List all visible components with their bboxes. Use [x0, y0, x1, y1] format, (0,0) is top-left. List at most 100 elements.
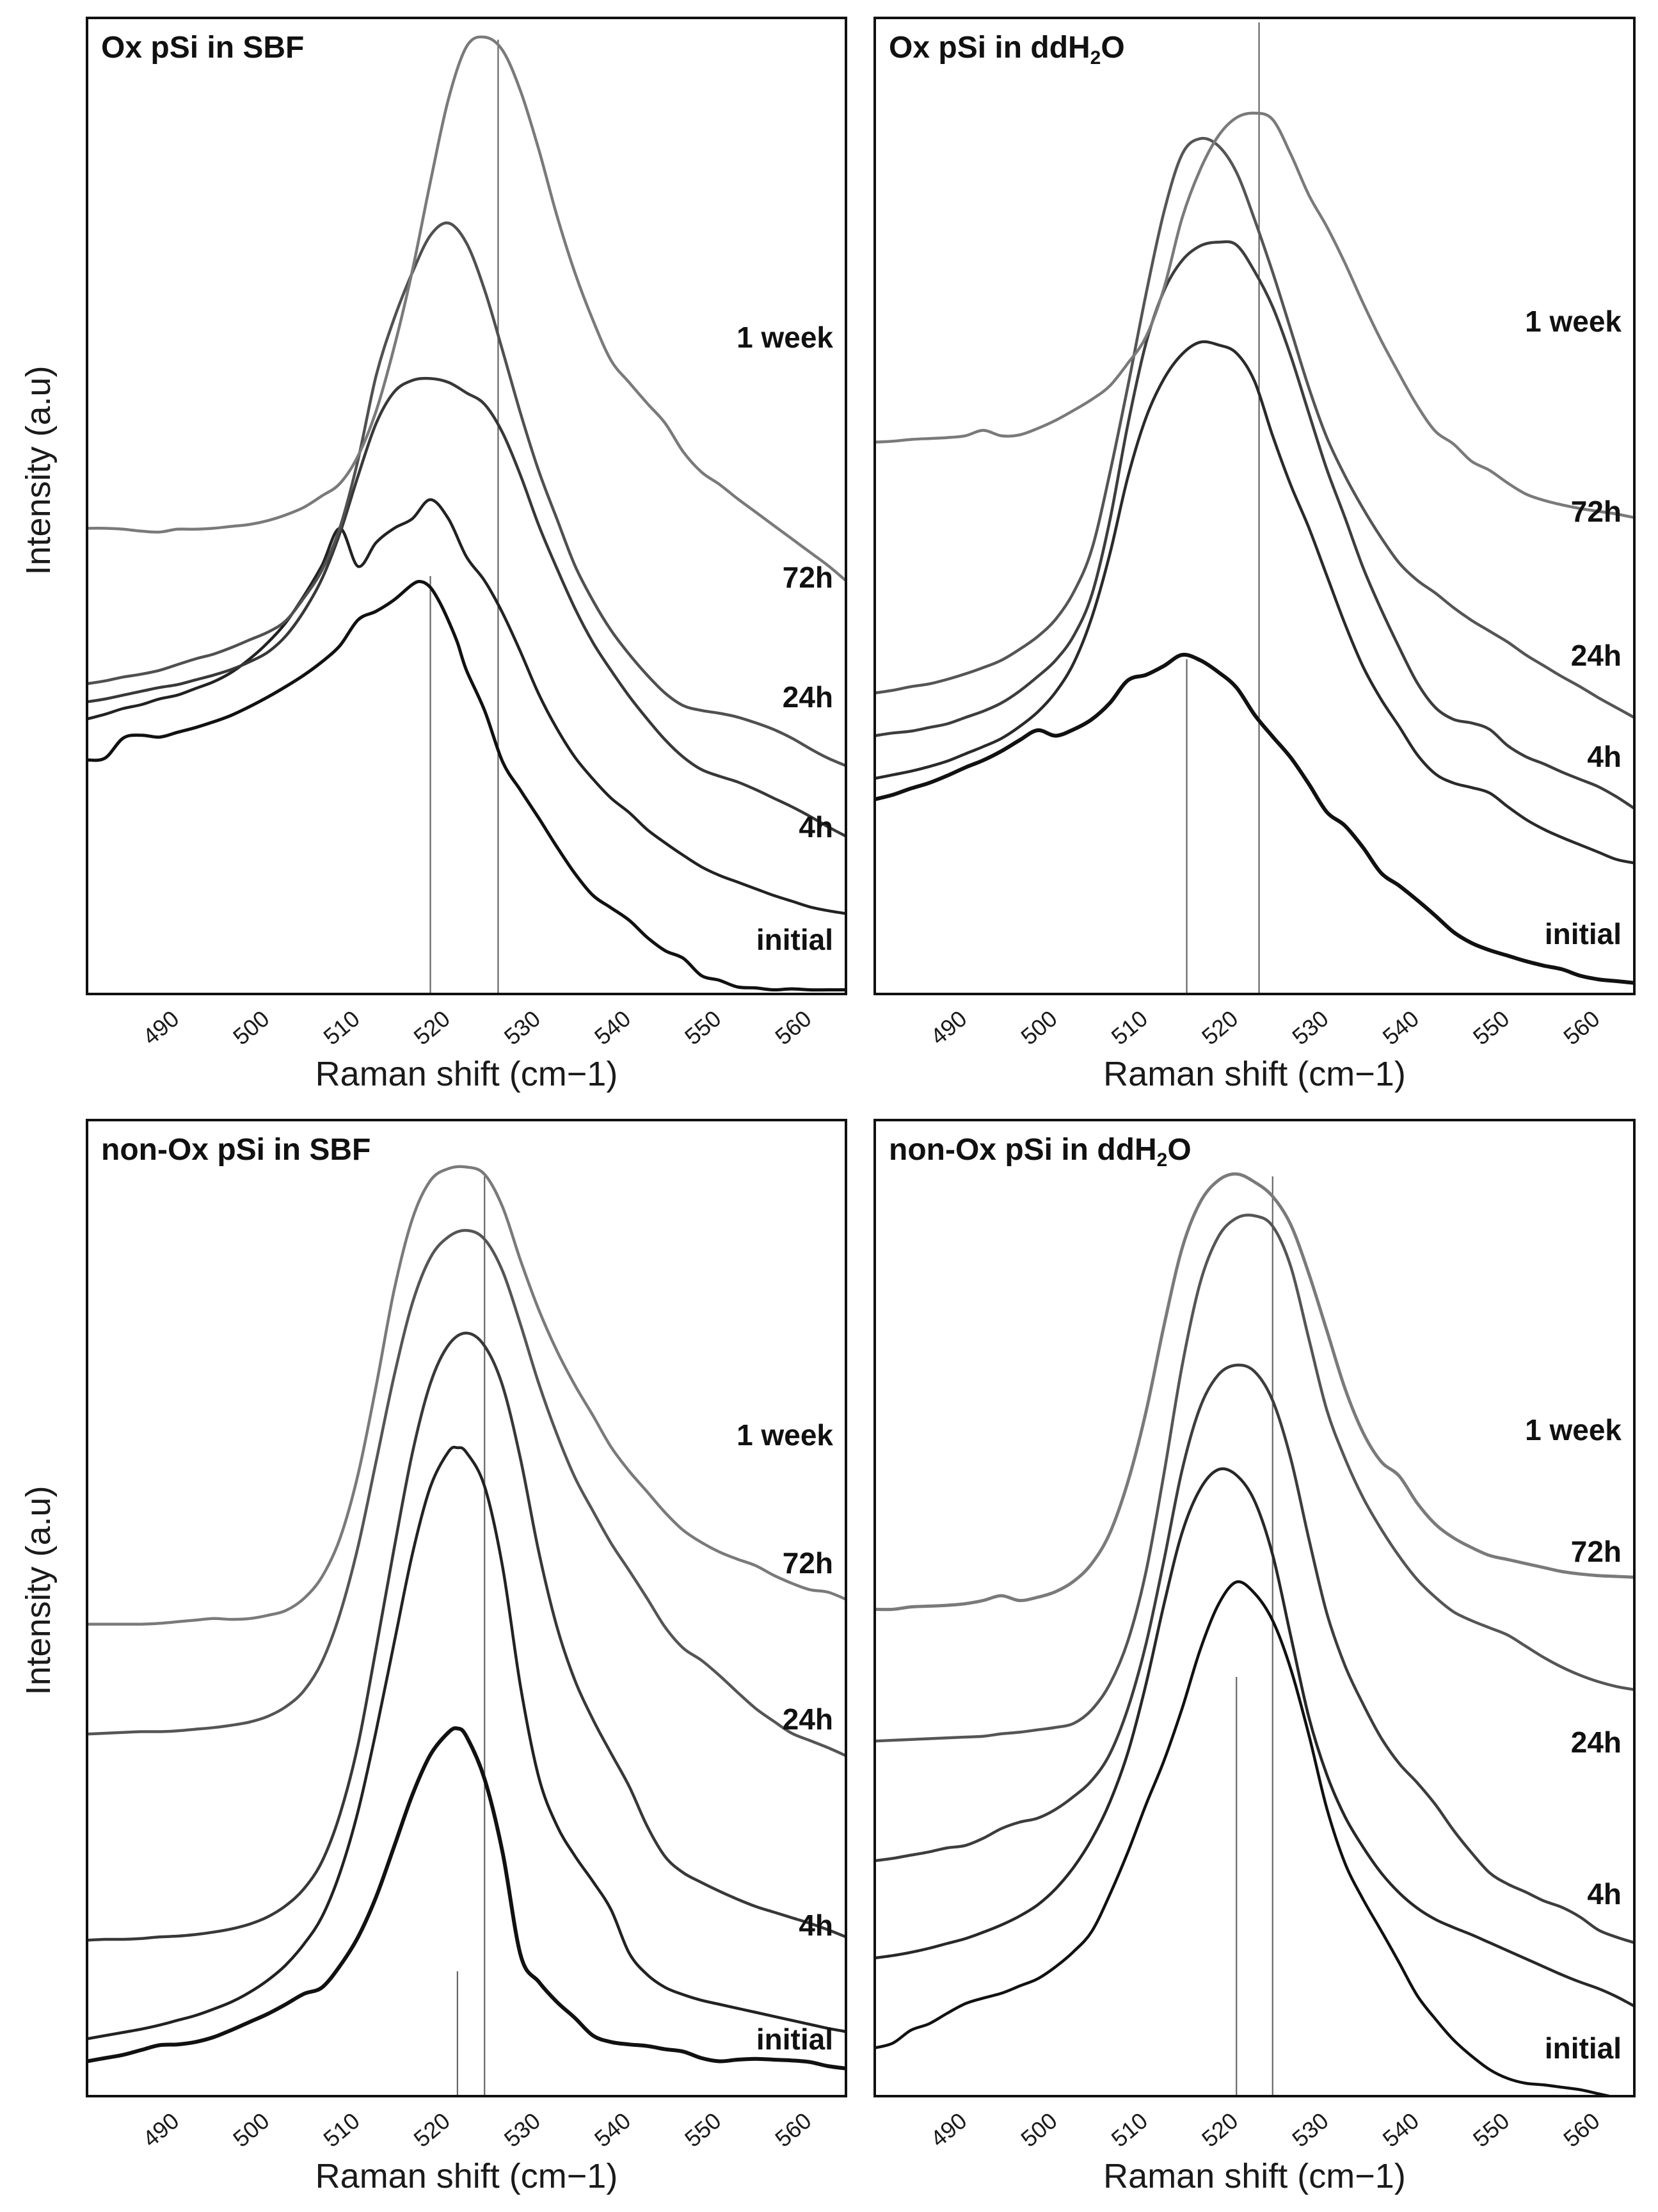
series-line-1-week: [87, 35, 846, 582]
x-tick-label: 560: [1558, 1005, 1604, 1050]
series-label: 4h: [799, 810, 833, 844]
series-label: initial: [1545, 2032, 1622, 2065]
x-tick-label: 530: [499, 1005, 545, 1050]
plot-frame: [86, 1119, 847, 2097]
x-tick-label: 490: [925, 1005, 971, 1050]
series-group: [875, 1172, 1634, 2096]
x-axis-label: Raman shift (cm−1): [315, 1055, 618, 1093]
series-label: 24h: [1571, 639, 1622, 672]
plot-frame: [873, 1119, 1636, 2097]
panel-1: initial 4h 24h 72h 1 week Ox pSi in SBF 490 500…: [86, 17, 847, 1093]
series-line-initial: [875, 652, 1634, 985]
series-label: initial: [1545, 917, 1622, 950]
series-group: [87, 1165, 846, 2071]
series-line-72h: [875, 136, 1634, 719]
x-tick-label: 520: [1197, 2107, 1243, 2152]
x-tick-label: 500: [228, 1005, 274, 1050]
y-axis-label-bottom: Intensity (a.u): [19, 1486, 58, 1695]
panel-title-main: non-Ox pSi in SBF: [101, 1133, 371, 1167]
x-tick-label: 560: [1558, 2107, 1604, 2152]
series-label: 4h: [799, 1909, 833, 1942]
series-group: [875, 111, 1634, 985]
x-tick-label: 510: [1106, 1005, 1152, 1050]
x-tick-label: 510: [318, 1005, 364, 1050]
panel-title-subscript: 2: [1090, 47, 1101, 68]
series-label: 24h: [783, 680, 833, 714]
x-tick-label: 520: [409, 1005, 455, 1050]
x-tick-label: 540: [589, 2107, 635, 2152]
x-axis-label: Raman shift (cm−1): [1103, 1055, 1406, 1093]
series-label: 72h: [1571, 1535, 1622, 1568]
series-label: 4h: [1587, 1877, 1622, 1911]
panel-2: initial 4h 24h 72h 1 week Ox pSi in ddH2O 490 5…: [873, 17, 1636, 1093]
panel-title-main: Ox pSi in ddH: [889, 31, 1090, 65]
x-tick-label: 530: [1287, 2107, 1333, 2152]
panel-title-subscript: 2: [1157, 1150, 1168, 1171]
x-tick-label: 500: [228, 2107, 274, 2152]
x-tick-label: 540: [589, 1005, 635, 1050]
x-tick-label: 520: [1197, 1005, 1243, 1050]
series-label: initial: [756, 923, 833, 956]
panel-3: initial 4h 24h 72h 1 week non-Ox pSi in SBF 49…: [86, 1119, 847, 2195]
panel-title-tail: O: [1167, 1133, 1191, 1167]
x-tick-label: 540: [1378, 1005, 1424, 1050]
series-line-4h: [875, 1467, 1634, 2008]
x-axis-label: Raman shift (cm−1): [1103, 2157, 1406, 2195]
x-tick-label: 520: [409, 2107, 455, 2152]
series-line-4h: [875, 340, 1634, 865]
x-tick-label: 490: [925, 2107, 971, 2152]
series-line-1-week: [875, 1172, 1634, 1612]
series-line-1-week: [87, 1165, 846, 1626]
series-line-24h: [87, 376, 846, 838]
x-tick-label: 560: [770, 1005, 816, 1050]
panel-title: non-Ox pSi in SBF: [101, 1133, 371, 1167]
x-tick-label: 550: [680, 2107, 726, 2152]
series-label: 1 week: [737, 321, 833, 354]
panel-title-tail: O: [1101, 31, 1124, 65]
panel-title: Ox pSi in ddH2O: [889, 31, 1125, 68]
series-line-1-week: [875, 111, 1634, 519]
x-tick-label: 540: [1378, 2107, 1424, 2152]
series-line-initial: [87, 1726, 846, 2071]
series-label: 4h: [1587, 740, 1622, 773]
series-line-24h: [875, 1363, 1634, 1944]
series-line-72h: [875, 1214, 1634, 1743]
series-label: 24h: [1571, 1726, 1622, 1759]
plot-frame: [873, 17, 1636, 995]
series-label: 72h: [783, 561, 833, 594]
x-tick-label: 510: [318, 2107, 364, 2152]
x-tick-label: 530: [1287, 1005, 1333, 1050]
panel-title-main: Ox pSi in SBF: [101, 31, 304, 65]
panel-4: initial 4h 24h 72h 1 week non-Ox pSi in ddH2O…: [873, 1119, 1636, 2195]
x-tick-label: 490: [138, 1005, 184, 1050]
x-tick-label: 550: [1468, 1005, 1514, 1050]
panel-title: Ox pSi in SBF: [101, 31, 304, 65]
series-line-72h: [87, 221, 846, 767]
x-tick-label: 560: [770, 2107, 816, 2152]
series-line-initial: [87, 579, 846, 992]
x-tick-label: 490: [138, 2107, 184, 2152]
x-tick-label: 550: [680, 1005, 726, 1050]
series-label: 72h: [783, 1546, 833, 1580]
series-line-4h: [87, 1445, 846, 2040]
x-tick-label: 530: [499, 2107, 545, 2152]
series-label: 1 week: [1525, 1413, 1622, 1447]
series-label: 24h: [783, 1703, 833, 1736]
x-axis-label: Raman shift (cm−1): [315, 2157, 618, 2195]
series-label: initial: [756, 2023, 833, 2056]
x-tick-label: 500: [1016, 2107, 1062, 2152]
series-label: 1 week: [737, 1418, 833, 1452]
panel-title: non-Ox pSi in ddH2O: [889, 1133, 1192, 1171]
x-tick-label: 500: [1016, 1005, 1062, 1050]
series-line-24h: [875, 240, 1634, 810]
series-line-72h: [87, 1229, 846, 1758]
plot-frame: [86, 17, 847, 995]
y-axis-label-top: Intensity (a.u): [19, 365, 58, 575]
series-line-24h: [87, 1331, 846, 1942]
panel-title-main: non-Ox pSi in ddH: [889, 1133, 1157, 1167]
series-line-initial: [875, 1580, 1616, 2096]
series-label: 72h: [1571, 495, 1622, 528]
series-label: 1 week: [1525, 305, 1622, 338]
